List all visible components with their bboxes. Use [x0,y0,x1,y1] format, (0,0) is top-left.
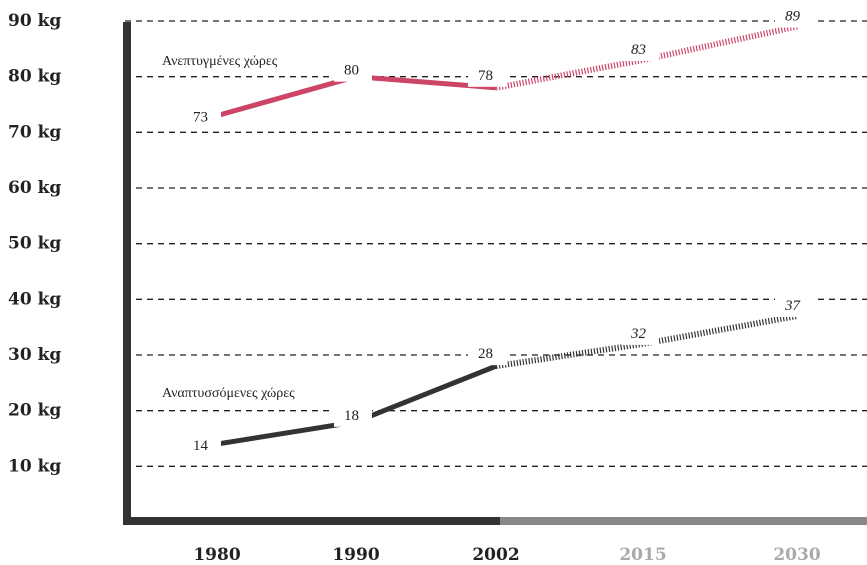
data-label: 78 [478,68,493,84]
series-name-label: Ανεπτυγμένες χώρες [162,54,278,69]
data-label: 83 [631,42,646,58]
data-label-background [183,435,221,458]
y-tick-label: 20 kg [8,401,61,421]
x-tick-labels: 1980 1990 2002 2015 2030 [193,545,820,565]
data-label-background [621,38,659,61]
data-label: 73 [193,110,208,126]
x-tick-label: 2002 [472,545,519,565]
series-lines [216,23,798,447]
data-label-background [334,59,372,82]
data-label: 14 [193,438,209,454]
data-label: 89 [785,9,801,25]
x-tick-label: 1990 [332,545,379,565]
y-tick-label: 40 kg [8,289,61,309]
series-line-actual [216,74,497,119]
data-label-background [468,64,506,87]
y-tick-labels: 10 kg 20 kg 30 kg 40 kg 50 kg 60 kg 70 kg 80 kg… [8,11,61,476]
y-tick-label: 70 kg [8,122,61,142]
data-label-background [775,295,813,318]
data-label: 80 [344,63,359,79]
data-label: 37 [784,298,802,314]
y-tick-label: 90 kg [8,11,61,31]
data-label-background [183,106,221,129]
y-tick-label: 50 kg [8,234,61,254]
axes [123,22,867,525]
data-label: 32 [630,326,647,342]
series-name-label: Αναπτυσσόμενες χώρες [162,386,295,401]
series-line-projected [495,313,798,370]
data-label-background [468,343,506,366]
data-labels: 73 80 78 83 89 Ανεπτυγμένες χώρες 14 18 28 32 37 Αν… [162,5,813,458]
x-tick-label: 1980 [193,545,240,565]
y-tick-label: 80 kg [8,67,61,87]
data-label: 28 [478,346,493,362]
data-label-background [775,5,813,28]
data-label-background [621,322,659,345]
data-label-background [334,404,372,427]
x-tick-label: 2030 [773,545,820,565]
y-tick-label: 10 kg [8,456,61,476]
grid-lines [125,20,867,467]
y-tick-label: 30 kg [8,345,61,365]
data-label: 18 [344,408,359,424]
y-tick-label: 60 kg [8,178,61,198]
x-tick-label: 2015 [619,545,666,565]
